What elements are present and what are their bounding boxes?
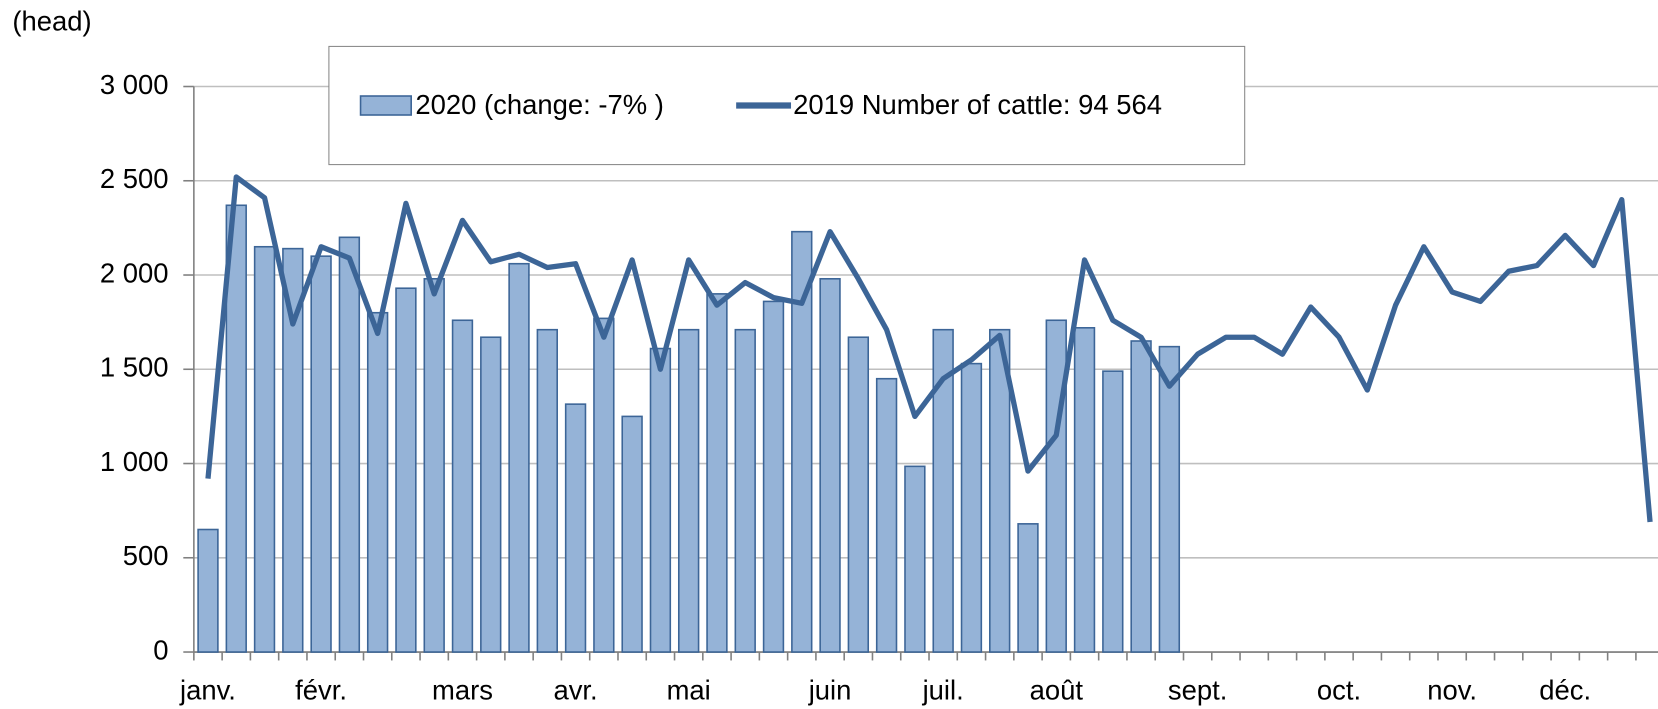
bar [621,415,643,653]
bar [762,300,785,653]
x-tick-label: juin [808,674,852,705]
x-tick-label: oct. [1317,674,1361,705]
bar [847,336,870,653]
bar [819,277,841,653]
line [205,174,1653,523]
legend-label: 2020 (change: -7% ) [415,89,663,120]
bar [451,319,474,653]
y-tick-label: 3 000 [100,69,169,100]
plot-area: 0 500 1 000 1 500 2 000 2 500 3 000 janv. févr. m… [100,69,1658,705]
bar [310,255,332,653]
legend-swatch [359,95,412,116]
y-tick-label: 1 000 [100,446,169,477]
y-tick-label: 500 [123,540,169,571]
bar [225,204,247,653]
x-tick-label: mars [432,674,493,705]
bar [197,528,219,653]
bar [989,328,1011,653]
bar [1130,340,1152,653]
x-tick-label: juil. [922,674,964,705]
x-tick-label: déc. [1539,674,1591,705]
y-tick-label: 1 500 [100,352,169,383]
bar [932,328,954,653]
y-tick-label: 2 500 [100,163,169,194]
bar [282,247,304,653]
x-tick-label: janv. [179,674,236,705]
bar [564,403,587,653]
bar [1158,345,1181,653]
bar [791,230,813,653]
x-tick-label: nov. [1427,674,1477,705]
x-tick-label: févr. [295,674,347,705]
bar [536,328,558,653]
bar [1073,327,1096,653]
legend: 2020 (change: -7% ) 2019 Number of cattle… [328,45,1246,166]
x-tick-label: sept. [1168,674,1227,705]
x-tick-label: avr. [553,674,597,705]
bar [253,245,276,653]
bar [338,236,361,653]
x-tick-label: mai [667,674,711,705]
bar [875,377,898,653]
bar [508,262,530,653]
y-tick-label: 2 000 [100,257,169,288]
bar [1017,523,1039,653]
bar [904,465,926,653]
bar [1102,370,1124,653]
bar [960,362,983,653]
legend-label: 2019 Number of cattle: 94 564 [793,89,1162,120]
y-tick-label: 0 [153,634,168,665]
bar [649,347,672,653]
bar [480,336,502,653]
y-axis-label: (head) [12,5,91,36]
bar [366,311,389,653]
bar [423,277,445,653]
bar [593,317,615,653]
bar [706,293,728,653]
bar [1045,319,1067,653]
bar [677,328,700,653]
bar [395,287,417,653]
x-tick-label: août [1030,674,1084,705]
bar [734,328,756,653]
